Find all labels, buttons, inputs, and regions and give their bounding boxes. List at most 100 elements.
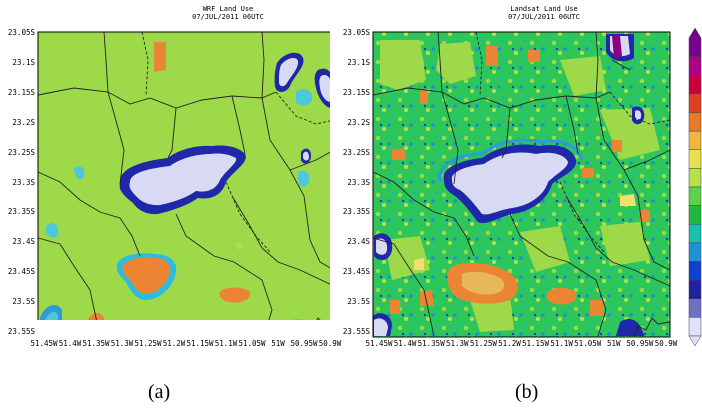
lat-tick-label: 23.45S xyxy=(7,267,35,277)
lon-tick-label: 50.95W xyxy=(290,339,318,348)
colorbar-swatch xyxy=(688,93,702,113)
colorbar-swatch xyxy=(688,261,702,281)
panel-b-title: Landsat Land Use 07/JUL/2011 06UTC xyxy=(444,5,644,21)
panel-a-caption: (a) xyxy=(148,381,171,403)
lon-tick-label: 51W xyxy=(607,339,621,348)
colorbar-swatch xyxy=(688,186,702,206)
colorbar-swatch xyxy=(688,149,702,169)
lat-tick-label: 23.3S xyxy=(347,177,370,187)
cropland-patch-east xyxy=(219,287,251,303)
lat-tick-label: 23.2S xyxy=(347,117,370,127)
colorbar xyxy=(688,28,702,347)
water-patch-sw-rim xyxy=(44,311,58,320)
lat-tick-label: 23.45S xyxy=(342,267,370,277)
state-boundary xyxy=(141,31,330,253)
lon-tick-label: 51.15W xyxy=(186,339,214,348)
lon-tick-label: 51.45W xyxy=(30,339,58,348)
cropland-patch-south-orange xyxy=(122,257,171,294)
lon-tick-label: 51.1W xyxy=(214,339,238,348)
panel-a-title: WRF Land Use 07/JUL/2011 06UTC xyxy=(128,5,328,21)
map-frame-b xyxy=(372,31,671,338)
urban-patch-b-sw-core xyxy=(374,318,388,336)
urban-patch-b-se xyxy=(616,318,644,336)
colorbar-swatch xyxy=(688,242,702,262)
lon-tick-label: 51.3W xyxy=(445,339,469,348)
water-patch-mid xyxy=(74,166,85,180)
state-boundary-b xyxy=(475,31,671,253)
lat-tick-label: 23.35S xyxy=(342,207,370,217)
lon-tick-label: 51.4W xyxy=(58,339,82,348)
lat-tick-label: 23.2S xyxy=(12,117,35,127)
lat-tick-label: 23.1S xyxy=(347,57,370,67)
lat-tick-label: 23.3S xyxy=(12,177,35,187)
cropland-cluster-south-inner xyxy=(462,271,505,295)
urban-patch-east-small-core xyxy=(303,151,309,161)
lat-tick-label: 23.35S xyxy=(7,207,35,217)
colorbar-swatch xyxy=(688,168,702,188)
lat-tick-label: 23.25S xyxy=(342,147,370,157)
colorbar-swatch xyxy=(688,56,702,76)
urban-fringe xyxy=(438,138,584,183)
lon-tick-label: 51.2W xyxy=(498,339,521,348)
panel-b-map xyxy=(372,31,671,338)
panel-b-caption: (b) xyxy=(515,381,539,403)
colorbar-swatch xyxy=(688,279,702,299)
lon-tick-label: 51.2W xyxy=(162,339,186,348)
lon-tick-label: 50.9W xyxy=(654,339,678,348)
wetland-patch-ne xyxy=(612,36,622,58)
lat-tick-label: 23.5S xyxy=(12,297,35,307)
panel-b-title-text: Landsat Land Use xyxy=(510,5,578,13)
panel-b-time: 07/JUL/2011 06UTC xyxy=(508,13,580,21)
lon-tick-label: 51.15W xyxy=(521,339,550,348)
water-patch-south xyxy=(297,170,310,187)
colorbar-swatch xyxy=(688,112,702,132)
lat-tick-label: 23.4S xyxy=(347,237,370,247)
urban-area-core xyxy=(129,153,237,206)
lon-tick-label: 50.9W xyxy=(318,339,342,348)
lat-tick-label: 23.55S xyxy=(342,327,370,336)
cropland-patch-sw xyxy=(88,313,105,320)
land-cover-patches xyxy=(380,40,660,332)
lat-tick-label: 23.1S xyxy=(12,57,35,67)
lat-tick-label: 23.15S xyxy=(342,87,370,97)
municipal-boundaries-b xyxy=(372,31,671,337)
colorbar-swatch xyxy=(688,130,702,150)
lat-tick-label: 23.55S xyxy=(7,327,35,336)
lat-tick-label: 23.25S xyxy=(7,147,35,157)
panel-a-map xyxy=(37,31,330,320)
lon-tick-label: 51.35W xyxy=(82,339,110,348)
coast-detail-b xyxy=(633,317,671,337)
colorbar-swatch xyxy=(688,205,702,225)
water-patch-west xyxy=(46,223,59,238)
lat-tick-label: 23.5S xyxy=(347,297,370,307)
cropland-patch-b3 xyxy=(420,290,434,306)
colorbar-bottom-arrow xyxy=(688,335,702,347)
urban-patch-b-west-core xyxy=(376,238,388,255)
colorbar-top-arrow xyxy=(688,28,702,39)
lon-tick-label: 51.45W xyxy=(365,339,393,348)
lat-tick-label: 23.05S xyxy=(7,28,35,37)
lon-tick-label: 51.35W xyxy=(417,339,445,348)
urban-area-b-core xyxy=(451,152,568,215)
lon-tick-label: 51.25W xyxy=(469,339,497,348)
lat-tick-label: 23.05S xyxy=(342,28,370,37)
lon-tick-label: 51W xyxy=(271,339,285,348)
lat-tick-label: 23.4S xyxy=(12,237,35,247)
urban-patch-north-core xyxy=(279,57,299,87)
urban-patch-east-core xyxy=(319,74,330,102)
map-frame xyxy=(37,31,330,320)
lon-tick-label: 51.25W xyxy=(134,339,162,348)
water-patch-se xyxy=(291,319,304,320)
panel-a-time: 07/JUL/2011 06UTC xyxy=(192,13,264,21)
panel-a-title-text: WRF Land Use xyxy=(202,5,254,13)
lon-tick-label: 51.1W xyxy=(550,339,573,348)
urban-patch-b-east-core xyxy=(635,110,642,120)
lon-tick-label: 51.4W xyxy=(393,339,417,348)
colorbar-swatch xyxy=(688,224,702,244)
lon-tick-label: 51.3W xyxy=(110,339,134,348)
cropland-patch-b4 xyxy=(590,300,604,316)
cropland-patch-north xyxy=(154,42,166,72)
lon-tick-label: 51.05W xyxy=(574,339,602,348)
cropland-patch-b2 xyxy=(546,287,577,305)
water-patch xyxy=(296,89,313,106)
